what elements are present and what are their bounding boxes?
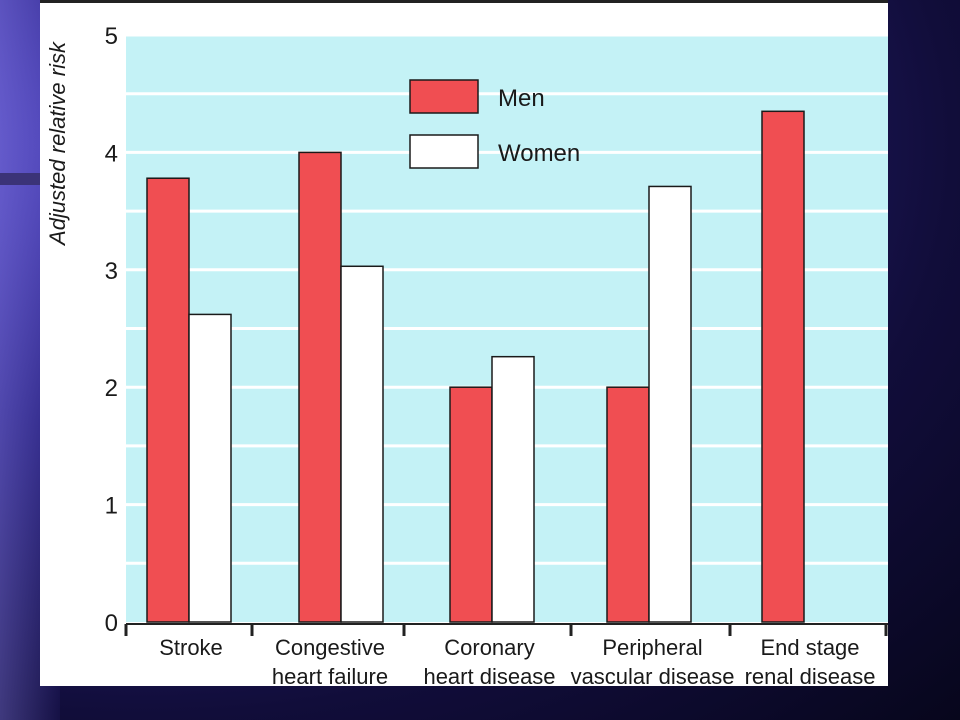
bar-women [491, 355, 535, 623]
category-label: vascular disease [571, 664, 735, 686]
bar-men [606, 386, 650, 623]
bar-women [648, 185, 692, 623]
y-tick-label: 3 [105, 258, 118, 285]
slide-accent-bar [0, 173, 40, 185]
category-label: heart failure [272, 664, 388, 686]
category-label: Stroke [159, 635, 223, 660]
legend-label: Men [498, 85, 545, 112]
bar-chart: 0 1 2 3 4 5 Adjusted relative risk Stroke Conges… [40, 0, 888, 689]
y-tick-label: 5 [105, 23, 118, 50]
category-label: heart disease [423, 664, 555, 686]
legend-label: Women [498, 140, 580, 167]
category-label: Peripheral [602, 635, 702, 660]
legend-swatch [409, 79, 479, 114]
y-axis-label: Adjusted relative risk [45, 41, 70, 247]
bar-men [449, 386, 493, 623]
category-label: Coronary [444, 635, 534, 660]
y-tick-label: 4 [105, 140, 118, 167]
bar-women [188, 313, 232, 623]
bar-women [340, 265, 384, 623]
chart-panel: 0 1 2 3 4 5 Adjusted relative risk Stroke Conges… [40, 0, 888, 689]
bar-men [761, 110, 805, 623]
y-tick-label: 1 [105, 493, 118, 520]
category-label: Congestive [275, 635, 385, 660]
y-tick-label: 0 [105, 610, 118, 637]
category-label: End stage [760, 635, 859, 660]
y-tick-label: 2 [105, 375, 118, 402]
legend-swatch [409, 134, 479, 169]
category-label: renal disease [745, 664, 876, 686]
bar-men [146, 177, 190, 623]
bar-men [298, 151, 342, 623]
